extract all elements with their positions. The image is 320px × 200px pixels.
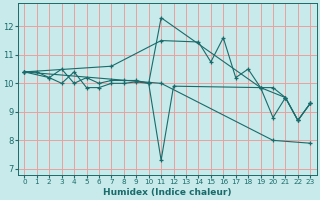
X-axis label: Humidex (Indice chaleur): Humidex (Indice chaleur)	[103, 188, 232, 197]
